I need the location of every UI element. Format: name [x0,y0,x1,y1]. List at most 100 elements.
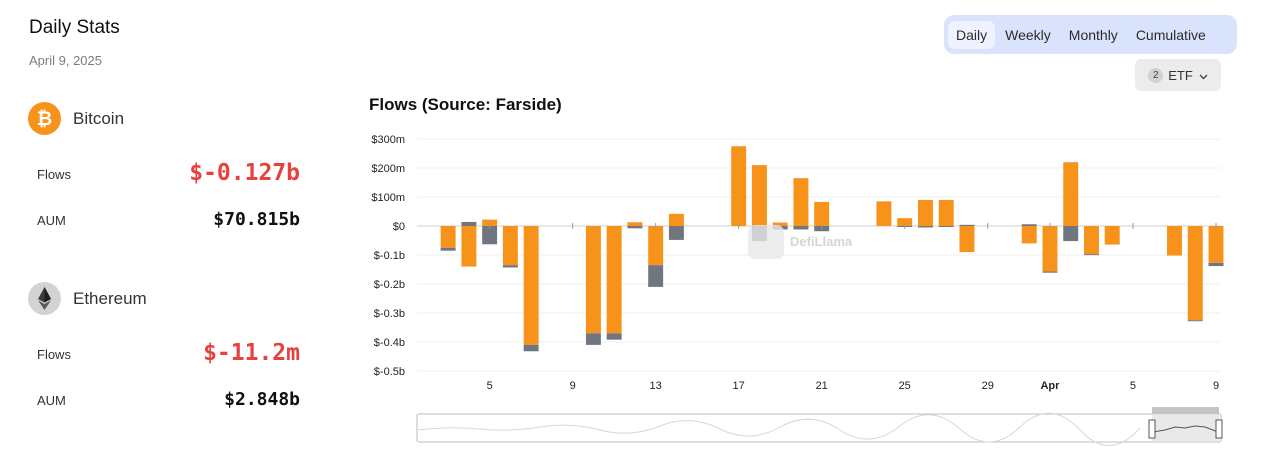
bar-bitcoin[interactable] [668,213,684,226]
range-slider-window-bar[interactable] [1152,407,1219,414]
bar-bitcoin[interactable] [606,226,622,334]
ethereum-aum-value: $2.848b [224,389,300,410]
y-tick-label: $-0.3b [374,308,405,320]
ethereum-flows-value: $-11.2m [203,340,300,366]
bar-bitcoin[interactable] [440,226,456,248]
bar-ethereum[interactable] [1187,320,1203,322]
x-tick-label: 9 [1213,380,1219,392]
bar-ethereum[interactable] [523,344,539,352]
stats-panel: Daily Stats April 9, 2025 ₿ Bitcoin Flow… [0,0,340,472]
bar-ethereum[interactable] [1084,254,1099,256]
bar-ethereum[interactable] [461,221,477,226]
bar-bitcoin[interactable] [627,222,643,226]
bar-ethereum[interactable] [938,226,954,227]
bar-bitcoin[interactable] [585,226,601,334]
bar-ethereum[interactable] [793,226,809,230]
bar-ethereum[interactable] [502,265,518,268]
tab-weekly[interactable]: Weekly [1005,26,1051,43]
y-tick-label: $0 [393,221,405,233]
bar-bitcoin[interactable] [917,199,933,226]
range-slider-left-handle[interactable] [1148,419,1156,439]
x-tick-label: 13 [650,380,662,392]
asset-name-ethereum: Ethereum [73,288,147,308]
asset-bitcoin: ₿ Bitcoin [28,102,124,135]
stats-title: Daily Stats [29,17,120,38]
x-tick-label: 5 [1130,380,1136,392]
bar-bitcoin[interactable] [959,226,975,253]
bar-bitcoin[interactable] [648,226,664,266]
x-tick-label: Apr [1040,380,1060,392]
range-slider[interactable] [416,407,1223,446]
period-tabs: Daily Weekly Monthly Cumulative [944,15,1237,54]
svg-text:₿: ₿ [37,108,52,130]
bar-ethereum[interactable] [440,247,456,251]
etf-label: ETF [1168,67,1193,83]
bar-bitcoin[interactable] [482,219,498,226]
bitcoin-aum-label: AUM [37,213,66,228]
bar-bitcoin[interactable] [502,226,518,266]
y-tick-label: $200m [371,163,405,175]
bar-ethereum[interactable] [959,224,975,226]
bar-ethereum[interactable] [668,226,684,240]
bar-bitcoin[interactable] [793,178,809,226]
bar-bitcoin[interactable] [1084,226,1099,255]
bar-ethereum[interactable] [627,226,643,229]
bitcoin-icon: ₿ [28,102,61,135]
y-tick-label: $-0.1b [374,250,405,262]
tab-daily[interactable]: Daily [948,20,996,49]
bar-bitcoin[interactable] [1042,226,1058,272]
bar-bitcoin[interactable] [938,199,954,226]
x-tick-label: 17 [733,380,745,392]
y-tick-label: $-0.5b [374,366,405,378]
bar-bitcoin[interactable] [1063,162,1079,226]
stats-date: April 9, 2025 [29,53,102,68]
bar-ethereum[interactable] [1021,224,1037,226]
bar-ethereum[interactable] [1063,226,1079,242]
x-tick-label: 29 [982,380,994,392]
bar-ethereum[interactable] [917,226,933,228]
etf-count-badge: 2 [1148,67,1164,83]
bar-bitcoin[interactable] [751,165,767,226]
range-slider-window-sparkline [1152,425,1219,433]
bar-ethereum[interactable] [1042,271,1058,273]
x-tick-label: 25 [899,380,911,392]
bar-bitcoin[interactable] [772,222,788,226]
defillama-logo-icon [748,225,784,259]
asset-name-bitcoin: Bitcoin [73,108,125,128]
tab-cumulative[interactable]: Cumulative [1135,26,1206,43]
bar-bitcoin[interactable] [523,226,539,345]
etf-filter-button[interactable]: 2 ETF [1135,59,1221,91]
range-slider-right-handle[interactable] [1215,419,1223,439]
bar-bitcoin[interactable] [814,201,830,226]
ethereum-flows-label: Flows [37,347,71,362]
tab-monthly[interactable]: Monthly [1068,26,1118,43]
bar-bitcoin[interactable] [897,218,913,226]
y-tick-label: $300m [371,134,405,146]
bar-bitcoin[interactable] [731,146,747,226]
chart-title: Flows (Source: Farside) [369,95,562,114]
defillama-watermark: DefiLlama [748,225,853,259]
bar-ethereum[interactable] [606,333,622,340]
x-tick-label: 9 [570,380,576,392]
bar-ethereum[interactable] [648,265,664,287]
range-slider-track[interactable] [416,413,1222,443]
bar-ethereum[interactable] [1208,262,1224,267]
watermark-text: DefiLlama [790,234,853,249]
ethereum-aum-label: AUM [37,393,66,408]
bar-ethereum[interactable] [482,226,498,245]
bitcoin-flows-value: $-0.127b [189,160,300,186]
bar-bitcoin[interactable] [1021,226,1037,244]
bar-bitcoin[interactable] [1104,226,1120,245]
bar-bitcoin[interactable] [1167,226,1182,256]
bitcoin-aum-value: $70.815b [213,209,300,230]
ethereum-icon [28,282,61,315]
x-tick-label: 21 [816,380,828,392]
bar-bitcoin[interactable] [1187,226,1203,321]
y-tick-label: $-0.4b [374,337,405,349]
bar-bitcoin[interactable] [876,201,892,226]
bar-bitcoin[interactable] [461,226,477,267]
range-slider-sparkline [417,412,1141,446]
bitcoin-flows-label: Flows [37,167,71,182]
bar-ethereum[interactable] [585,333,601,345]
bar-bitcoin[interactable] [1208,226,1224,263]
